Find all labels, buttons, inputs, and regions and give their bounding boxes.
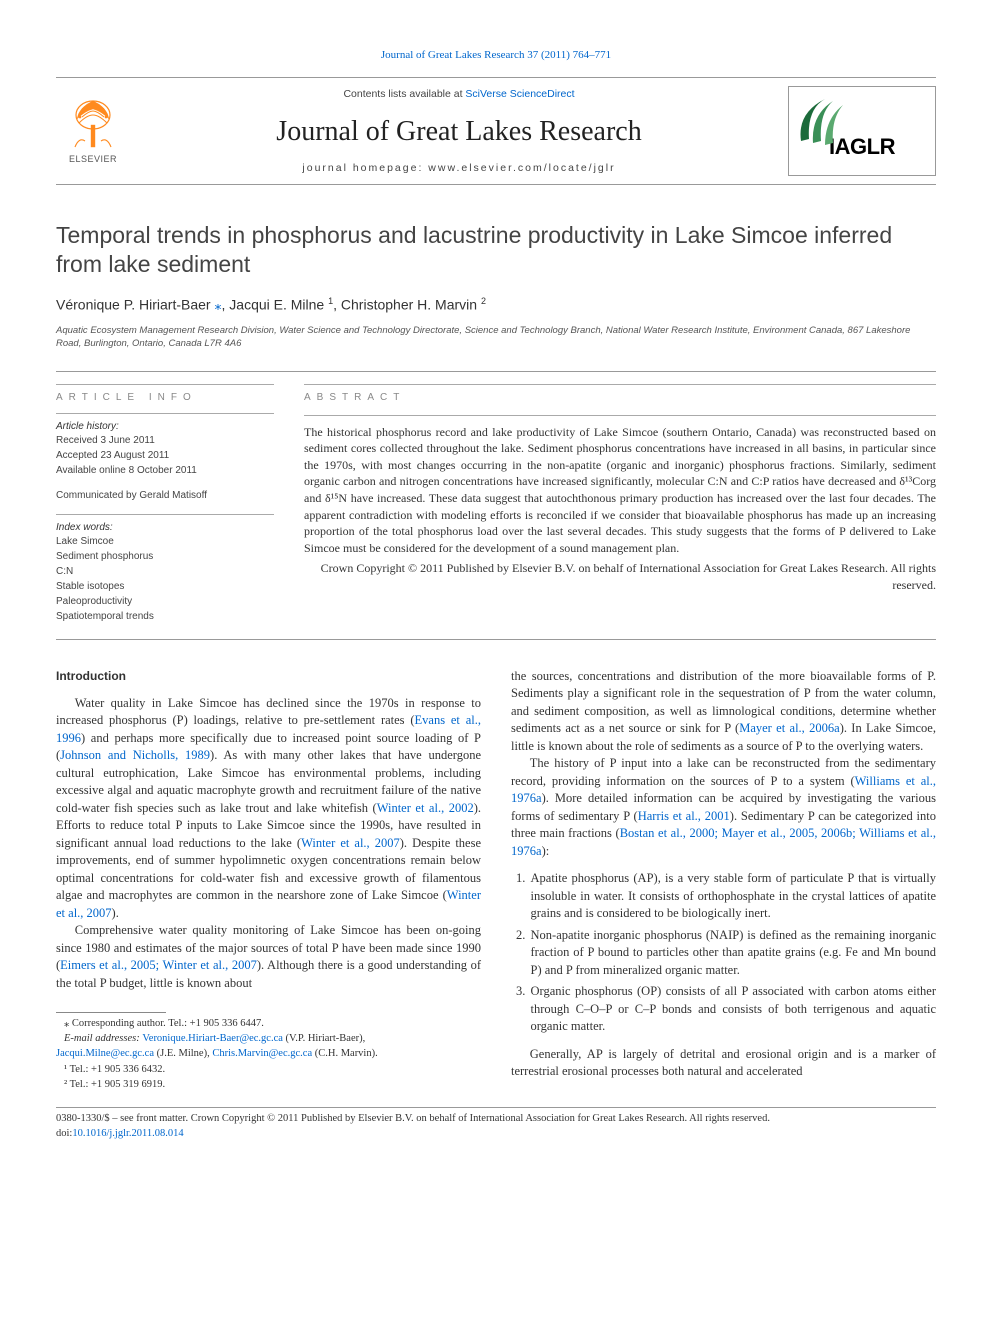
- footnote-2: ² Tel.: +1 905 319 6919.: [64, 1078, 481, 1092]
- author-3[interactable]: Christopher H. Marvin: [341, 297, 477, 313]
- abstract-text: The historical phosphorus record and lak…: [304, 424, 936, 556]
- article-title: Temporal trends in phosphorus and lacust…: [56, 221, 936, 279]
- abstract-copyright: Crown Copyright © 2011 Published by Else…: [304, 560, 936, 593]
- intro-para-2: Comprehensive water quality monitoring o…: [56, 922, 481, 992]
- accepted-date: Accepted 23 August 2011: [56, 449, 274, 463]
- keyword: C:N: [56, 565, 274, 579]
- intro-para-1: Water quality in Lake Simcoe has decline…: [56, 695, 481, 923]
- email-link[interactable]: Veronique.Hiriart-Baer@ec.gc.ca: [142, 1033, 283, 1044]
- intro-para-2-cont: the sources, concentrations and distribu…: [511, 668, 936, 756]
- keyword: Stable isotopes: [56, 580, 274, 594]
- doi-link[interactable]: 10.1016/j.jglr.2011.08.014: [72, 1128, 183, 1139]
- author-2[interactable]: Jacqui E. Milne: [229, 297, 324, 313]
- footer-doi: doi:10.1016/j.jglr.2011.08.014: [56, 1127, 936, 1142]
- citation-link[interactable]: Eimers et al., 2005; Winter et al., 2007: [60, 958, 257, 972]
- communicated-by: Communicated by Gerald Matisoff: [56, 489, 274, 503]
- masthead-center: Contents lists available at SciVerse Sci…: [144, 87, 774, 176]
- list-item: Apatite phosphorus (AP), is a very stabl…: [529, 870, 937, 923]
- iaglr-swoosh-icon: [795, 93, 853, 151]
- email-addresses: E-mail addresses: Veronique.Hiriart-Baer…: [64, 1032, 481, 1046]
- sciencedirect-link[interactable]: SciVerse ScienceDirect: [465, 88, 574, 100]
- page-footer: 0380-1330/$ – see front matter. Crown Co…: [56, 1107, 936, 1141]
- masthead: ELSEVIER Contents lists available at Sci…: [56, 77, 936, 185]
- citation-link[interactable]: Winter et al., 2007: [301, 836, 400, 850]
- citation-link[interactable]: Winter et al., 2002: [377, 801, 474, 815]
- body-two-column: Introduction Water quality in Lake Simco…: [56, 668, 936, 1093]
- keyword: Spatiotemporal trends: [56, 610, 274, 624]
- phosphorus-fractions-list: Apatite phosphorus (AP), is a very stabl…: [529, 870, 937, 1036]
- elsevier-tree-icon: [65, 97, 121, 151]
- elsevier-logo[interactable]: ELSEVIER: [56, 92, 130, 170]
- intro-para-3: The history of P input into a lake can b…: [511, 755, 936, 860]
- article-info-heading: ARTICLE INFO: [56, 391, 274, 405]
- footnotes: ⁎ Corresponding author. Tel.: +1 905 336…: [56, 1012, 481, 1092]
- contents-line: Contents lists available at SciVerse Sci…: [144, 87, 774, 102]
- citation-link[interactable]: Harris et al., 2001: [638, 809, 730, 823]
- author-list: Véronique P. Hiriart-Baer ⁎, Jacqui E. M…: [56, 295, 936, 315]
- elsevier-wordmark: ELSEVIER: [69, 153, 117, 166]
- journal-reference-link[interactable]: Journal of Great Lakes Research 37 (2011…: [56, 48, 936, 63]
- body-right-column: the sources, concentrations and distribu…: [511, 668, 936, 1093]
- info-abstract-block: ARTICLE INFO Article history: Received 3…: [56, 371, 936, 640]
- corresponding-author-note: ⁎ Corresponding author. Tel.: +1 905 336…: [64, 1017, 481, 1031]
- abstract-heading: ABSTRACT: [304, 391, 936, 405]
- list-item: Non-apatite inorganic phosphorus (NAIP) …: [529, 927, 937, 980]
- body-left-column: Introduction Water quality in Lake Simco…: [56, 668, 481, 1093]
- received-date: Received 3 June 2011: [56, 434, 274, 448]
- online-date: Available online 8 October 2011: [56, 464, 274, 478]
- footnote-1: ¹ Tel.: +1 905 336 6432.: [64, 1063, 481, 1077]
- email-addresses-cont: Jacqui.Milne@ec.gc.ca (J.E. Milne), Chri…: [56, 1047, 481, 1061]
- citation-link[interactable]: Mayer et al., 2006a: [739, 721, 839, 735]
- journal-title: Journal of Great Lakes Research: [144, 112, 774, 151]
- email-link[interactable]: Chris.Marvin@ec.gc.ca: [212, 1048, 312, 1059]
- author-3-note[interactable]: 2: [481, 296, 486, 306]
- keyword: Sediment phosphorus: [56, 550, 274, 564]
- keyword: Lake Simcoe: [56, 535, 274, 549]
- list-item: Organic phosphorus (OP) consists of all …: [529, 983, 937, 1036]
- article-history-label: Article history:: [56, 420, 274, 434]
- intro-para-4: Generally, AP is largely of detrital and…: [511, 1046, 936, 1081]
- introduction-heading: Introduction: [56, 668, 481, 685]
- corresponding-author-mark[interactable]: ⁎: [215, 297, 222, 313]
- author-1[interactable]: Véronique P. Hiriart-Baer: [56, 297, 211, 313]
- footer-copyright: 0380-1330/$ – see front matter. Crown Co…: [56, 1112, 936, 1127]
- abstract-column: ABSTRACT The historical phosphorus recor…: [304, 372, 936, 639]
- citation-link[interactable]: Johnson and Nicholls, 1989: [60, 748, 210, 762]
- journal-homepage-url[interactable]: www.elsevier.com/locate/jglr: [428, 162, 615, 174]
- email-link[interactable]: Jacqui.Milne@ec.gc.ca: [56, 1048, 154, 1059]
- article-info-column: ARTICLE INFO Article history: Received 3…: [56, 372, 274, 639]
- index-words-label: Index words:: [56, 521, 274, 535]
- keyword: Paleoproductivity: [56, 595, 274, 609]
- affiliation: Aquatic Ecosystem Management Research Di…: [56, 325, 936, 351]
- iaglr-logo[interactable]: IAGLR: [788, 86, 936, 176]
- author-2-note[interactable]: 1: [328, 296, 333, 306]
- journal-homepage: journal homepage: www.elsevier.com/locat…: [144, 161, 774, 176]
